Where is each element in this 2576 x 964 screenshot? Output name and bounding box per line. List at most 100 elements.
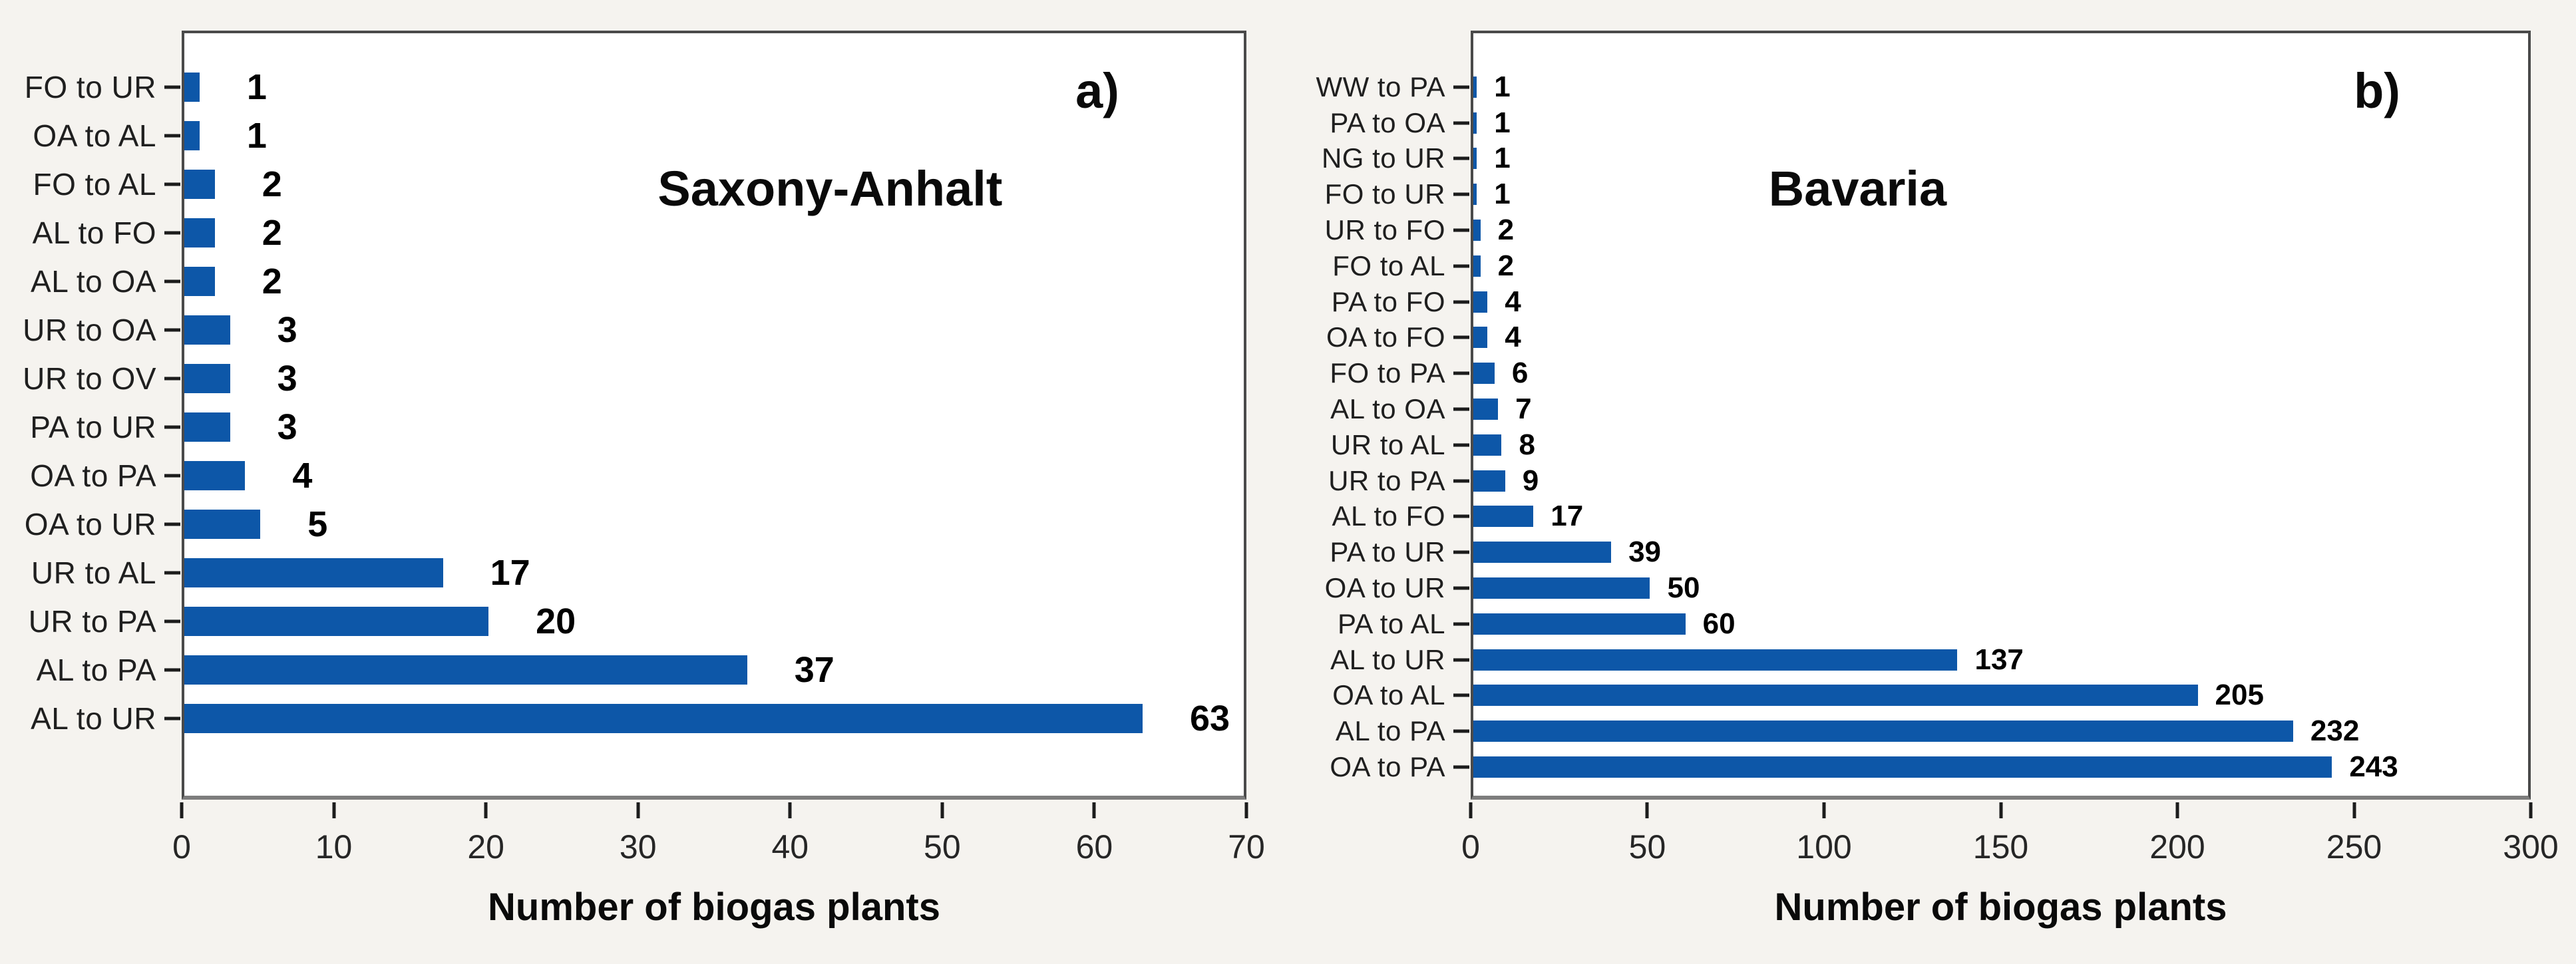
category-label: UR to PA bbox=[1288, 463, 1471, 499]
bar-row: AL to UR 63 bbox=[0, 694, 1246, 742]
value-label: 5 bbox=[307, 504, 328, 544]
bar-row: UR to AL 8 bbox=[1288, 427, 2531, 463]
bar-track: 9 bbox=[1471, 463, 2531, 499]
value-label: 232 bbox=[2310, 715, 2360, 748]
x-tick bbox=[1469, 802, 1473, 818]
value-label: 137 bbox=[1974, 643, 2024, 676]
category-label: PA to FO bbox=[1288, 284, 1471, 320]
bar-track: 137 bbox=[1471, 642, 2531, 678]
bar-row: FO to AL 2 bbox=[0, 160, 1246, 208]
value-label: 4 bbox=[1505, 321, 1521, 354]
y-tick bbox=[164, 377, 180, 380]
bar-row: AL to PA 232 bbox=[1288, 713, 2531, 749]
value-label: 7 bbox=[1515, 393, 1532, 426]
bar-track: 243 bbox=[1471, 749, 2531, 785]
bar-row: OA to UR 50 bbox=[1288, 570, 2531, 606]
bar-row: AL to OA 7 bbox=[1288, 391, 2531, 427]
bar bbox=[184, 703, 1143, 733]
bar-track: 2 bbox=[182, 208, 1246, 257]
x-tick bbox=[788, 802, 792, 818]
y-tick bbox=[164, 717, 180, 720]
y-tick bbox=[164, 231, 180, 234]
value-label: 2 bbox=[262, 261, 282, 301]
x-tick-label: 40 bbox=[771, 828, 809, 866]
y-tick bbox=[1453, 550, 1469, 554]
category-label: AL to FO bbox=[0, 208, 182, 257]
bar bbox=[1473, 363, 1495, 385]
y-tick bbox=[1453, 622, 1469, 626]
x-tick bbox=[180, 802, 184, 818]
x-tick bbox=[2352, 802, 2356, 818]
value-label: 243 bbox=[2349, 750, 2398, 784]
y-tick bbox=[1453, 658, 1469, 662]
bar-track: 6 bbox=[1471, 355, 2531, 391]
category-label: FO to PA bbox=[1288, 355, 1471, 391]
x-tick bbox=[1822, 802, 1826, 818]
bar bbox=[184, 218, 215, 247]
category-label: UR to OV bbox=[0, 354, 182, 402]
x-tick-label: 10 bbox=[315, 828, 353, 866]
value-label: 63 bbox=[1190, 698, 1230, 738]
bar-track: 7 bbox=[1471, 391, 2531, 427]
bar bbox=[184, 266, 215, 296]
bar bbox=[184, 72, 200, 102]
bar-track: 205 bbox=[1471, 678, 2531, 714]
category-label: OA to AL bbox=[1288, 678, 1471, 714]
bar-row: OA to AL 205 bbox=[1288, 678, 2531, 714]
x-tick-label: 0 bbox=[1461, 828, 1480, 866]
value-label: 39 bbox=[1628, 536, 1662, 569]
y-tick bbox=[1453, 192, 1469, 196]
bar bbox=[1473, 649, 1958, 671]
bar bbox=[1473, 291, 1488, 313]
x-tick bbox=[2175, 802, 2179, 818]
bar-row: FO to UR 1 bbox=[1288, 176, 2531, 212]
value-label: 6 bbox=[1511, 357, 1529, 390]
x-tick-label: 20 bbox=[467, 828, 504, 866]
x-tick bbox=[1645, 802, 1649, 818]
value-label: 1 bbox=[1494, 142, 1511, 175]
bar-track: 4 bbox=[1471, 284, 2531, 320]
value-label: 9 bbox=[1522, 464, 1539, 497]
x-tick-label: 150 bbox=[1972, 828, 2029, 866]
bar bbox=[1473, 506, 1534, 528]
bar-track: 1 bbox=[1471, 176, 2531, 212]
bar-row: UR to OA 3 bbox=[0, 305, 1246, 354]
bar-track: 3 bbox=[182, 402, 1246, 451]
bar bbox=[1473, 76, 1477, 98]
y-tick bbox=[164, 571, 180, 574]
value-label: 1 bbox=[1494, 70, 1511, 103]
value-label: 205 bbox=[2215, 679, 2264, 712]
x-tick bbox=[1999, 802, 2002, 818]
x-axis: 0 10 20 30 40 50 60 70 bbox=[172, 800, 1265, 886]
bar-row: OA to FO 4 bbox=[1288, 320, 2531, 356]
bar-track: 2 bbox=[1471, 248, 2531, 284]
bar-track: 4 bbox=[1471, 320, 2531, 356]
category-label: PA to UR bbox=[1288, 534, 1471, 570]
x-tick bbox=[940, 802, 944, 818]
y-tick bbox=[1453, 300, 1469, 304]
category-label: PA to OA bbox=[1288, 105, 1471, 141]
x-tick bbox=[1092, 802, 1096, 818]
value-label: 2 bbox=[262, 164, 282, 204]
x-axis-label: Number of biogas plants bbox=[488, 885, 940, 929]
category-label: OA to UR bbox=[0, 500, 182, 548]
panel-bavaria: WW to PA 1 PA to OA 1 NG to UR 1 FO to UR 1 UR t… bbox=[1288, 0, 2576, 964]
bar-track: 1 bbox=[1471, 69, 2531, 105]
bar-row: FO to UR 1 bbox=[0, 63, 1246, 111]
plot-area bbox=[1471, 31, 2531, 800]
value-label: 4 bbox=[292, 455, 313, 496]
y-tick bbox=[164, 522, 180, 526]
category-label: OA to PA bbox=[0, 451, 182, 500]
bar bbox=[184, 509, 261, 539]
bar-track: 232 bbox=[1471, 713, 2531, 749]
bar bbox=[1473, 112, 1477, 134]
bar bbox=[1473, 148, 1477, 170]
bar-track: 50 bbox=[1471, 570, 2531, 606]
category-label: UR to FO bbox=[1288, 212, 1471, 248]
category-label: NG to UR bbox=[1288, 141, 1471, 177]
value-label: 17 bbox=[490, 552, 530, 593]
bar-row: UR to FO 2 bbox=[1288, 212, 2531, 248]
bar bbox=[1473, 220, 1481, 241]
bar-row: OA to AL 1 bbox=[0, 111, 1246, 160]
bar-row: OA to PA 4 bbox=[0, 451, 1246, 500]
